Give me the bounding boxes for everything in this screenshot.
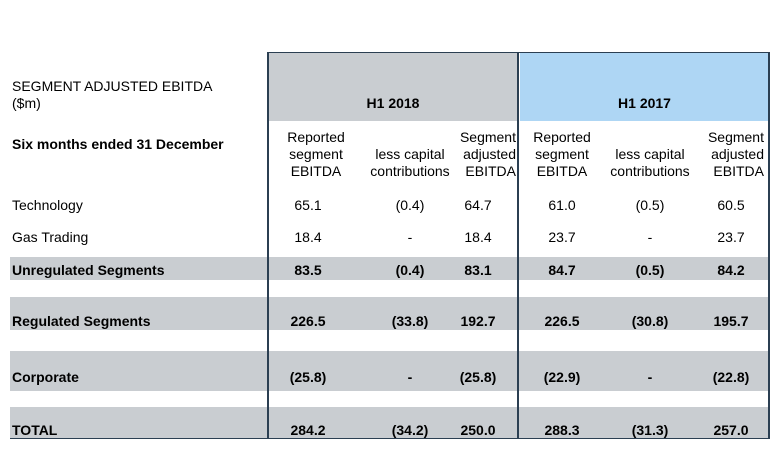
- cell-regulated-capital-2017: (30.8): [631, 313, 669, 329]
- cell-corporate-adjusted-2017: (22.8): [712, 369, 750, 385]
- cell-technology-capital-2018: (0.4): [395, 197, 425, 213]
- row-label-total: TOTAL: [12, 422, 58, 438]
- period-h1-2018: H1 2018: [366, 95, 420, 111]
- row-shade-unregulated: [10, 257, 769, 280]
- cell-corporate-reported-2018: (25.8): [289, 369, 327, 385]
- cell-corporate-capital-2018: -: [407, 369, 413, 385]
- cell-gas-trading-adjusted-2017: 23.7: [717, 229, 745, 245]
- cell-gas-trading-reported-2018: 18.4: [294, 229, 322, 245]
- row-shade-corporate: [10, 351, 769, 391]
- divider-left: [267, 52, 269, 439]
- cell-total-adjusted-2017: 257.0: [713, 422, 749, 438]
- cell-total-capital-2018: (34.2): [391, 422, 429, 438]
- cell-regulated-adjusted-2018: 192.7: [460, 313, 496, 329]
- cell-gas-trading-reported-2017: 23.7: [548, 229, 576, 245]
- cell-regulated-reported-2017: 226.5: [544, 313, 580, 329]
- cell-corporate-adjusted-2018: (25.8): [459, 369, 497, 385]
- col-header-capital-2017: less capital contributions: [610, 146, 690, 179]
- divider-right: [768, 52, 770, 439]
- cell-unregulated-adjusted-2018: 83.1: [464, 262, 492, 278]
- bottom-rule: [10, 438, 769, 439]
- table-subtitle: Six months ended 31 December: [12, 136, 224, 152]
- cell-total-adjusted-2018: 250.0: [460, 422, 496, 438]
- cell-total-reported-2017: 288.3: [544, 422, 580, 438]
- cell-technology-capital-2017: (0.5): [635, 197, 665, 213]
- row-label-gas-trading: Gas Trading: [12, 229, 89, 245]
- row-label-technology: Technology: [12, 197, 83, 213]
- divider-middle: [517, 52, 519, 439]
- col-header-adjusted-2017: Segment adjusted EBITDA: [707, 129, 764, 179]
- row-shade-regulated: [10, 297, 769, 330]
- cell-technology-reported-2018: 65.1: [294, 197, 322, 213]
- cell-regulated-adjusted-2017: 195.7: [713, 313, 749, 329]
- cell-unregulated-capital-2017: (0.5): [635, 262, 665, 278]
- cell-regulated-capital-2018: (33.8): [391, 313, 429, 329]
- col-header-reported-2018: Reported segment EBITDA: [287, 129, 345, 179]
- cell-unregulated-reported-2017: 84.7: [548, 262, 576, 278]
- cell-unregulated-capital-2018: (0.4): [395, 262, 425, 278]
- cell-gas-trading-adjusted-2018: 18.4: [464, 229, 492, 245]
- cell-regulated-reported-2018: 226.5: [290, 313, 326, 329]
- cell-corporate-reported-2017: (22.9): [543, 369, 581, 385]
- cell-gas-trading-capital-2018: -: [407, 229, 413, 245]
- row-label-regulated-segments: Regulated Segments: [12, 313, 151, 329]
- cell-technology-adjusted-2017: 60.5: [717, 197, 745, 213]
- col-header-capital-2018: less capital contributions: [370, 146, 450, 179]
- h1-2017-header-bg: [520, 53, 769, 121]
- col-header-adjusted-2018: Segment adjusted EBITDA: [459, 129, 516, 179]
- cell-technology-adjusted-2018: 64.7: [464, 197, 492, 213]
- cell-technology-reported-2017: 61.0: [548, 197, 576, 213]
- period-h1-2017: H1 2017: [618, 95, 671, 111]
- cell-total-capital-2017: (31.3): [631, 422, 669, 438]
- row-shade-total: [10, 407, 769, 439]
- row-label-corporate: Corporate: [12, 369, 79, 385]
- cell-corporate-capital-2017: -: [647, 369, 653, 385]
- cell-total-reported-2018: 284.2: [290, 422, 326, 438]
- cell-unregulated-adjusted-2017: 84.2: [717, 262, 745, 278]
- h1-2018-header-bg: [268, 53, 518, 121]
- col-header-reported-2017: Reported segment EBITDA: [533, 129, 591, 179]
- row-label-unregulated-segments: Unregulated Segments: [12, 262, 165, 278]
- table-title: SEGMENT ADJUSTED EBITDA ($m): [12, 78, 213, 111]
- cell-unregulated-reported-2018: 83.5: [294, 262, 322, 278]
- cell-gas-trading-capital-2017: -: [647, 229, 653, 245]
